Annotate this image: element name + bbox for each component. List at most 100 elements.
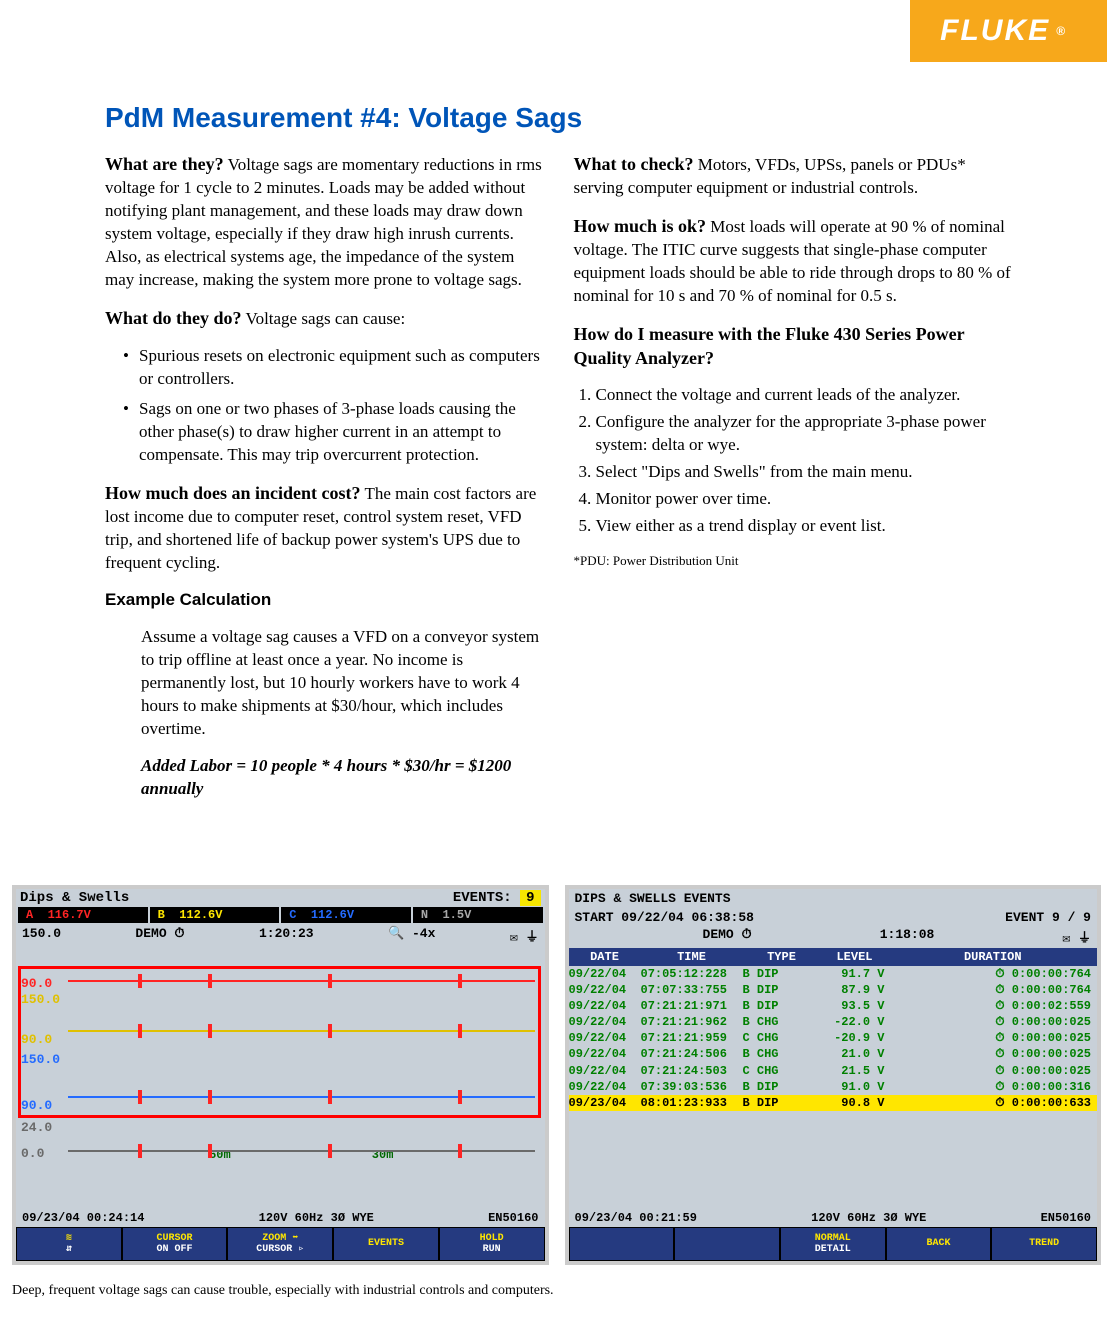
col-type: TYPE <box>743 948 821 966</box>
trace-line <box>68 980 535 982</box>
step-item: View either as a trend display or event … <box>596 515 1013 538</box>
step-item: Monitor power over time. <box>596 488 1013 511</box>
status-icons: ✉ ⏚ <box>510 926 539 945</box>
events-label: EVENTS: <box>453 890 512 906</box>
screens-row: Dips & Swells EVENTS: 9 A 116.7V B 112.6… <box>0 845 1107 1275</box>
what-do-they-do-heading: What do they do? <box>105 308 242 328</box>
softkey[interactable]: TREND <box>991 1227 1097 1261</box>
softkey[interactable]: HOLDRUN <box>439 1227 545 1261</box>
y-tick: 0.0 <box>21 1146 44 1161</box>
table-row[interactable]: 09/22/0407:05:12:228B DIP91.7 V⏱ 0:00:00… <box>569 966 1098 982</box>
screen-events: DIPS & SWELLS EVENTS START 09/22/04 06:3… <box>565 885 1102 1265</box>
footer-mid: 120V 60Hz 3Ø WYE <box>259 1211 374 1225</box>
step-item: Configure the analyzer for the appropria… <box>596 411 1013 457</box>
trend-status: 150.0 DEMO ⏱ 1:20:23 🔍 -4x ✉ ⏚ <box>16 925 545 946</box>
status-time: 1:20:23 <box>259 926 314 945</box>
what-do-they-do-list: Spurious resets on electronic equipment … <box>105 345 544 468</box>
footer-right: EN50160 <box>488 1211 538 1225</box>
left-column: What are they? Voltage sags are momentar… <box>105 152 544 815</box>
how-much-ok-heading: How much is ok? <box>574 216 707 236</box>
brand-bar: FLUKE ® <box>0 0 1107 62</box>
voltage-b: B 112.6V <box>150 907 280 923</box>
y-tick: 24.0 <box>21 1120 52 1135</box>
two-columns: What are they? Voltage sags are momentar… <box>105 152 1012 815</box>
footer-right: EN50160 <box>1041 1211 1091 1225</box>
events-count-label: EVENT 9 / 9 <box>1005 910 1091 925</box>
footer-left: 09/23/04 00:24:14 <box>22 1211 144 1225</box>
events-time: 1:18:08 <box>880 927 935 946</box>
table-row[interactable]: 09/22/0407:21:24:506B CHG21.0 V⏱ 0:00:00… <box>569 1046 1098 1062</box>
trend-events: EVENTS: 9 <box>453 890 541 906</box>
right-column: What to check? Motors, VFDs, UPSs, panel… <box>574 152 1013 815</box>
voltage-c: C 112.6V <box>281 907 411 923</box>
what-are-they: What are they? Voltage sags are momentar… <box>105 152 544 292</box>
table-row[interactable]: 09/22/0407:21:21:962B CHG-22.0 V⏱ 0:00:0… <box>569 1014 1098 1030</box>
softkey[interactable]: NORMALDETAIL <box>780 1227 886 1261</box>
footer-left: 09/23/04 00:21:59 <box>575 1211 697 1225</box>
trace-line <box>68 1096 535 1098</box>
what-are-they-body: Voltage sags are momentary reductions in… <box>105 155 542 289</box>
how-measure-steps: Connect the voltage and current leads of… <box>574 384 1013 538</box>
incident-cost: How much does an incident cost? The main… <box>105 481 544 575</box>
status-zoom: 🔍 -4x <box>388 926 435 945</box>
trend-footer: 09/23/04 00:24:14 120V 60Hz 3Ø WYE EN501… <box>16 1211 545 1225</box>
trend-title: Dips & Swells <box>20 890 129 906</box>
voltage-chips: A 116.7V B 112.6V C 112.6V N 1.5V <box>16 907 545 925</box>
status-top: 150.0 <box>22 926 61 945</box>
col-level: LEVEL <box>821 948 889 966</box>
y-tick: 150.0 <box>21 1052 60 1067</box>
what-to-check-heading: What to check? <box>574 154 694 174</box>
table-row[interactable]: 09/22/0407:21:24:503C CHG21.5 V⏱ 0:00:00… <box>569 1063 1098 1079</box>
footer-mid: 120V 60Hz 3Ø WYE <box>811 1211 926 1225</box>
example-body: Assume a voltage sag causes a VFD on a c… <box>141 626 544 741</box>
events-title: DIPS & SWELLS EVENTS <box>575 891 731 906</box>
y-tick: 90.0 <box>21 1032 52 1047</box>
voltage-a: A 116.7V <box>18 907 148 923</box>
events-status: DEMO ⏱ 1:18:08 ✉ ⏚ <box>569 927 1098 948</box>
softkey[interactable]: BACK <box>886 1227 992 1261</box>
brand-reg: ® <box>1056 24 1067 38</box>
trend-softkeys: ≋⇵CURSORON OFFZOOM ⬌CURSOR ▹EVENTSHOLDRU… <box>16 1227 545 1261</box>
table-row[interactable]: 09/23/0408:01:23:933B DIP90.8 V⏱ 0:00:00… <box>569 1095 1098 1111</box>
table-row[interactable]: 09/22/0407:07:33:755B DIP87.9 V⏱ 0:00:00… <box>569 982 1098 998</box>
what-do-they-do-leadtext: Voltage sags can cause: <box>245 309 405 328</box>
events-header: DIPS & SWELLS EVENTS <box>569 889 1098 908</box>
softkey[interactable]: ZOOM ⬌CURSOR ▹ <box>227 1227 333 1261</box>
events-demo: DEMO ⏱ <box>703 927 752 946</box>
screen-trend: Dips & Swells EVENTS: 9 A 116.7V B 112.6… <box>12 885 549 1265</box>
table-row[interactable]: 09/22/0407:39:03:536B DIP91.0 V⏱ 0:00:00… <box>569 1079 1098 1095</box>
softkey[interactable]: CURSORON OFF <box>122 1227 228 1261</box>
softkey[interactable]: EVENTS <box>333 1227 439 1261</box>
softkey[interactable] <box>569 1227 675 1261</box>
how-measure-heading: How do I measure with the Fluke 430 Seri… <box>574 322 1013 371</box>
y-tick: 150.0 <box>21 992 60 1007</box>
events-footer: 09/23/04 00:21:59 120V 60Hz 3Ø WYE EN501… <box>569 1211 1098 1225</box>
example-heading: Example Calculation <box>105 589 544 612</box>
page-title: PdM Measurement #4: Voltage Sags <box>105 102 1012 134</box>
status-demo: DEMO ⏱ <box>135 926 184 945</box>
content: PdM Measurement #4: Voltage Sags What ar… <box>0 62 1107 845</box>
table-row[interactable]: 09/22/0407:21:21:959C CHG-20.9 V⏱ 0:00:0… <box>569 1030 1098 1046</box>
col-dur: DURATION <box>889 948 1098 966</box>
what-to-check: What to check? Motors, VFDs, UPSs, panel… <box>574 152 1013 200</box>
what-do-they-do-lead: What do they do? Voltage sags can cause: <box>105 306 544 331</box>
y-tick: 90.0 <box>21 976 52 991</box>
events-count: 9 <box>520 890 540 906</box>
table-row[interactable]: 09/22/0407:21:21:971B DIP93.5 V⏱ 0:00:02… <box>569 998 1098 1014</box>
voltage-n: N 1.5V <box>413 907 543 923</box>
brand-tab: FLUKE ® <box>910 0 1107 62</box>
events-columns: DATE TIME TYPE LEVEL DURATION <box>569 948 1098 966</box>
figure-caption: Deep, frequent voltage sags can cause tr… <box>0 1275 1107 1319</box>
incident-cost-heading: How much does an incident cost? <box>105 483 361 503</box>
y-tick: 90.0 <box>21 1098 52 1113</box>
trace-line <box>68 1030 535 1032</box>
trace-line <box>68 1150 535 1152</box>
trend-chart: 60m 30m 90.0150.090.0150.090.024.00.0 <box>18 948 543 1178</box>
events-icons: ✉ ⏚ <box>1062 927 1091 946</box>
list-item: Sags on one or two phases of 3-phase loa… <box>123 398 544 467</box>
example-formula: Added Labor = 10 people * 4 hours * $30/… <box>141 755 544 801</box>
col-date: DATE <box>569 948 641 966</box>
list-item: Spurious resets on electronic equipment … <box>123 345 544 391</box>
softkey[interactable]: ≋⇵ <box>16 1227 122 1261</box>
softkey[interactable] <box>674 1227 780 1261</box>
